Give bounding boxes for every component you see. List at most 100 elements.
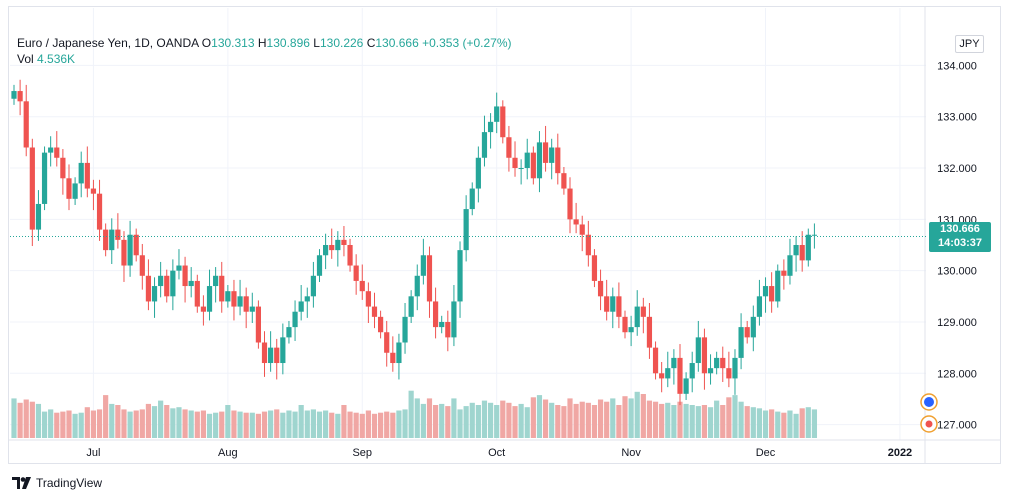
candle-body xyxy=(707,368,714,374)
candle-body xyxy=(11,91,17,99)
volume-bar xyxy=(109,403,115,438)
volume-bar xyxy=(11,398,17,438)
volume-bar xyxy=(714,400,720,438)
volume-bar xyxy=(622,396,628,438)
candle-body xyxy=(72,183,78,199)
volume-bar xyxy=(707,407,714,438)
volume-bar xyxy=(420,403,426,438)
volume-bar xyxy=(756,408,763,438)
candle-body xyxy=(341,239,347,245)
volume-bar xyxy=(396,410,402,438)
candle-body xyxy=(463,209,469,251)
volume-bar xyxy=(738,401,744,438)
candle-body xyxy=(616,296,622,317)
candle-body xyxy=(530,152,536,179)
volume-bar xyxy=(695,406,701,438)
volume-bar xyxy=(268,410,274,438)
candle-body xyxy=(90,188,97,194)
volume-bar xyxy=(35,403,42,438)
candle-body xyxy=(671,357,677,369)
candle-body xyxy=(176,265,182,271)
open-label: O xyxy=(201,36,212,50)
volume-bar xyxy=(793,413,799,438)
time-tick-label: Nov xyxy=(621,447,641,459)
volume-bar xyxy=(762,410,769,438)
candle-body xyxy=(243,296,249,312)
brand-name: TradingView xyxy=(36,476,103,490)
volume-bar xyxy=(775,411,781,438)
symbol-title[interactable]: Euro / Japanese Yen, 1D, OANDA xyxy=(17,36,199,50)
candle-body xyxy=(585,234,591,256)
volume-bar xyxy=(732,395,738,438)
volume-bar xyxy=(487,402,494,438)
candle-body xyxy=(292,311,298,328)
candle-body xyxy=(481,132,488,158)
candle-body xyxy=(371,306,378,317)
candle-body xyxy=(646,316,653,348)
candle-body xyxy=(420,255,426,276)
candle-body xyxy=(640,306,646,317)
time-tick-label: Aug xyxy=(218,447,238,459)
candle-body xyxy=(298,301,304,312)
candle-body xyxy=(103,229,109,251)
high-value: 130.896 xyxy=(266,36,310,50)
candle-body xyxy=(261,342,268,364)
volume-bar xyxy=(90,410,97,438)
volume-bar xyxy=(170,408,176,438)
candle-body xyxy=(164,275,170,297)
volume-bar xyxy=(292,411,298,438)
candle-body xyxy=(158,275,164,287)
candle-body xyxy=(60,157,66,179)
volume-bar xyxy=(646,400,653,438)
volume-bar xyxy=(652,401,659,438)
volume-bar xyxy=(115,405,121,438)
currency-button[interactable]: JPY xyxy=(955,35,984,53)
volume-bar xyxy=(316,411,323,438)
volume-bar xyxy=(500,400,506,438)
candle-body xyxy=(225,291,231,302)
candle-body xyxy=(231,291,237,307)
volume-bar xyxy=(555,405,561,438)
candle-body xyxy=(695,337,701,364)
volume-bar xyxy=(567,398,573,438)
time-axis[interactable]: Jul Aug Sep Oct Nov Dec 2022 xyxy=(86,447,912,459)
volume-bar xyxy=(463,406,469,438)
volume-bar xyxy=(249,412,255,438)
candle-body xyxy=(573,219,579,225)
volume-bar xyxy=(536,395,543,438)
candle-body xyxy=(634,306,640,328)
volume-bar xyxy=(518,403,524,438)
candle-body xyxy=(286,327,292,338)
volume-bar xyxy=(591,405,598,438)
tradingview-logo[interactable]: TradingView xyxy=(12,476,102,490)
volume-bar xyxy=(597,399,604,438)
candle-body xyxy=(249,306,255,312)
candle-body xyxy=(787,255,793,276)
economic-event-icon[interactable] xyxy=(920,393,938,411)
price-axis[interactable]: 127.000128.000129.000130.000131.000132.0… xyxy=(937,60,977,431)
candle-body xyxy=(432,301,439,328)
volume-bar xyxy=(72,413,78,438)
high-label: H xyxy=(257,36,267,50)
volume-bar xyxy=(164,405,170,438)
candle-body xyxy=(781,270,787,276)
volume-bar xyxy=(530,397,536,438)
time-tick-label: Oct xyxy=(488,447,505,459)
candle-body xyxy=(542,142,549,163)
volume-bar xyxy=(579,401,585,438)
close-value: 130.666 xyxy=(375,36,419,50)
candle-body xyxy=(487,121,494,133)
candle-body xyxy=(677,357,683,394)
symbol-legend: Euro / Japanese Yen, 1D, OANDA O130.313 … xyxy=(17,35,512,67)
candle-body xyxy=(133,234,139,256)
volume-bar xyxy=(261,411,268,438)
volume-bar xyxy=(213,412,219,438)
volume-bar xyxy=(365,410,371,438)
candle-body xyxy=(475,157,481,189)
candle-body xyxy=(775,270,781,302)
event-badges[interactable] xyxy=(920,393,938,433)
candle-body xyxy=(469,188,475,210)
dividend-event-icon[interactable] xyxy=(920,415,938,433)
volume-bar xyxy=(457,409,463,438)
